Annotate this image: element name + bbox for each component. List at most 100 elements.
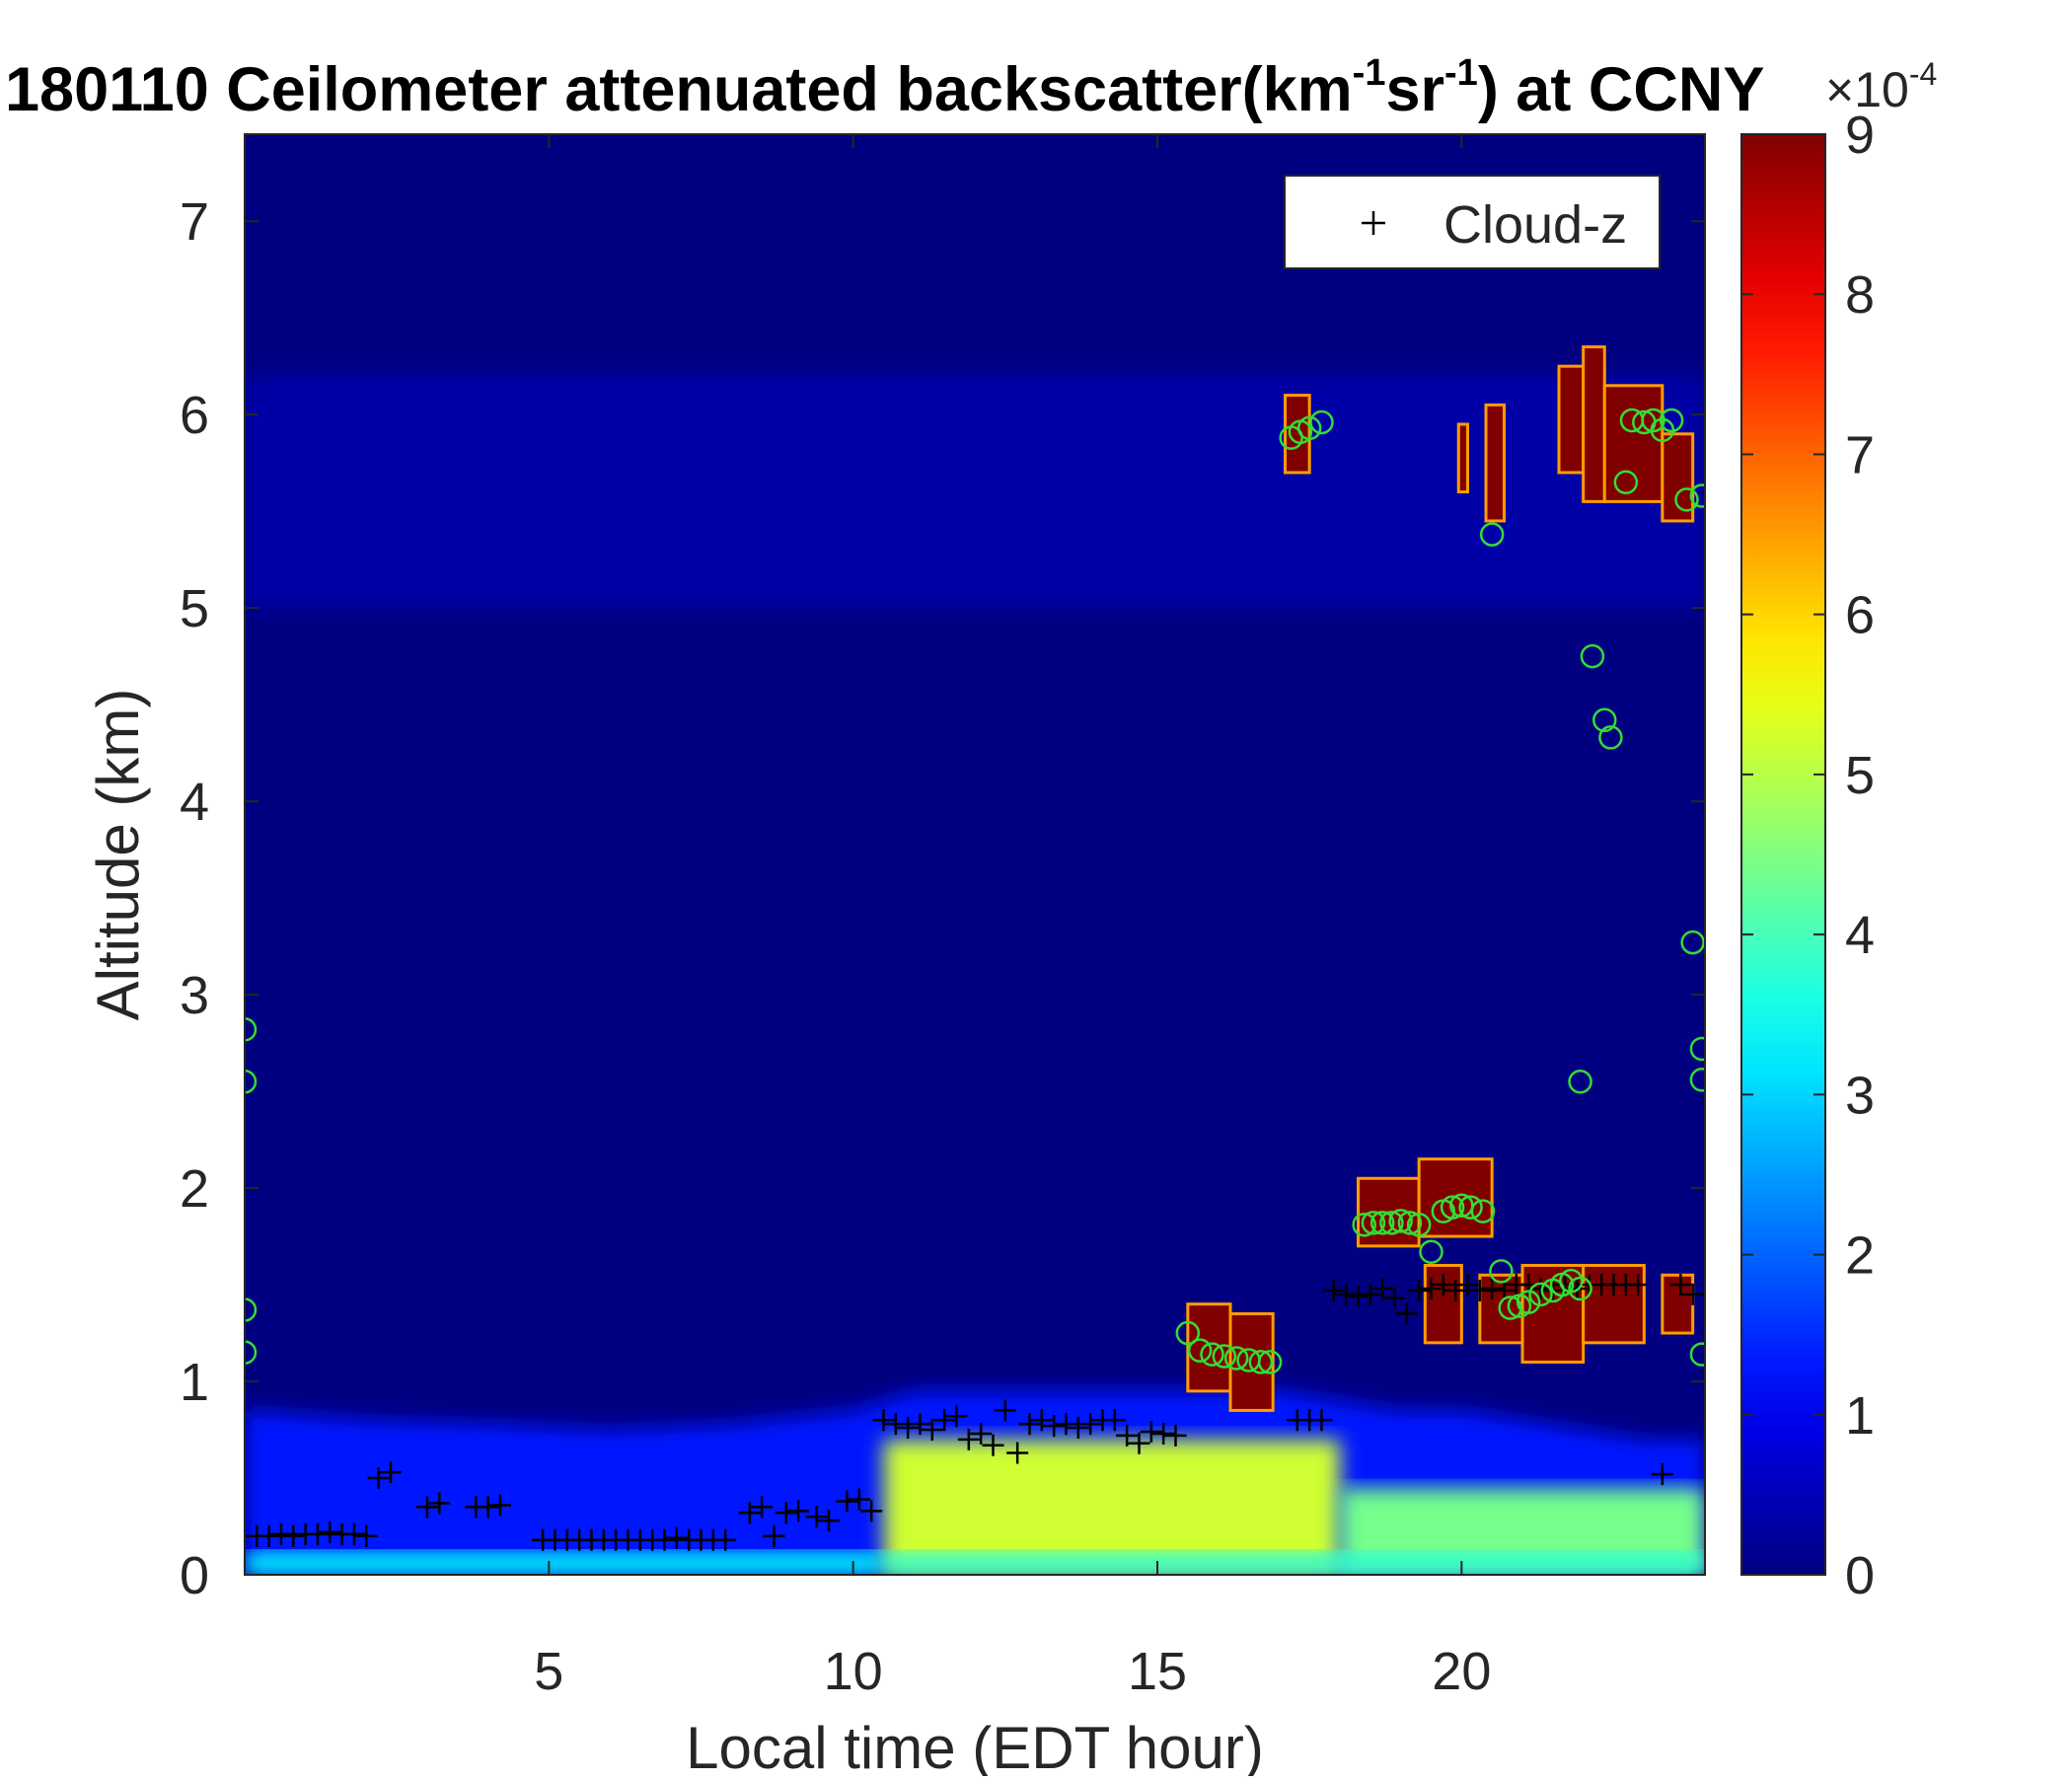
cloud-z-marker: [1079, 1413, 1102, 1436]
heatmap-layer: [245, 345, 1705, 1575]
x-axis-label: Local time (EDT hour): [686, 1715, 1264, 1776]
cloud-z-marker: [1383, 1287, 1406, 1309]
cloud-block: [1186, 1302, 1232, 1393]
circle-marker: [1388, 1209, 1413, 1233]
cloud-z-marker: [489, 1494, 511, 1517]
y-tick-label: 3: [180, 966, 209, 1025]
cloud-z-marker: [343, 1522, 365, 1545]
y-tick-label: 7: [180, 192, 209, 252]
cloud-z-marker: [787, 1500, 810, 1522]
circle-marker: [1187, 1338, 1213, 1363]
circle-marker: [1406, 1213, 1432, 1237]
circle-marker: [1528, 1282, 1553, 1307]
colorbar-tick-label: 9: [1845, 106, 1875, 165]
cloud-z-marker: [1444, 1279, 1467, 1301]
cloud-z-marker: [1651, 1463, 1673, 1486]
legend: Cloud-z: [1284, 175, 1661, 269]
colorbar-exponent-label: ×10-4: [1825, 56, 1937, 117]
cloud-z-marker: [416, 1496, 438, 1519]
cloud-z-marker: [1128, 1432, 1150, 1454]
cloud-z-marker: [282, 1524, 305, 1547]
circle-marker: [1680, 929, 1705, 955]
circle-marker: [1212, 1344, 1237, 1369]
cloud-z-marker: [1347, 1285, 1369, 1307]
circle-marker: [1223, 1346, 1249, 1371]
cloud-z-marker: [1018, 1413, 1041, 1436]
circle-marker: [1458, 1195, 1483, 1220]
colorbar-tick-label: 0: [1845, 1546, 1875, 1605]
circle-marker: [1257, 1350, 1283, 1374]
cloud-z-marker: [738, 1502, 761, 1524]
cloud-z-marker: [1140, 1420, 1162, 1443]
cloud-z-marker: [957, 1428, 980, 1450]
cloud-z-marker: [1335, 1283, 1358, 1305]
cloud-block: [1557, 364, 1586, 475]
circle-marker: [245, 1298, 258, 1322]
cloud-z-marker: [1468, 1279, 1491, 1301]
cloud-z-marker: [1669, 1274, 1692, 1297]
circle-marker: [1516, 1290, 1541, 1314]
cloud-z-marker: [1164, 1424, 1187, 1447]
cloud-z-marker: [860, 1500, 883, 1522]
colorbar-ticks: 0 1 2 3 4 5 6 7 8 9: [1741, 106, 1875, 1605]
cloud-z-marker: [921, 1419, 943, 1442]
cloud-z-marker: [884, 1413, 907, 1436]
circle-marker: [1674, 487, 1699, 512]
cloud-z-marker: [1432, 1274, 1454, 1297]
cloud-z-marker: [665, 1526, 688, 1549]
circle-marker: [1479, 522, 1505, 547]
circle-marker: [1689, 1068, 1705, 1092]
plot-background: [245, 134, 1705, 1575]
colorbar-tick-label: 3: [1845, 1066, 1875, 1125]
cloud-z-marker: [909, 1413, 931, 1436]
colorbar-gradient: [1740, 133, 1826, 1576]
cloud-z-marker: [805, 1506, 828, 1528]
circle-marker: [1659, 408, 1684, 433]
cloud-z-marker: [897, 1417, 920, 1440]
cloud-z-marker: [1408, 1279, 1431, 1301]
cloud-z-marker: [848, 1488, 870, 1511]
cloud-z-marker: [1481, 1277, 1504, 1299]
y-axis-label: Altitude (km): [85, 689, 151, 1021]
circle-marker: [1397, 1211, 1423, 1235]
cloud-z-marker: [1322, 1279, 1345, 1301]
circle-marker: [1689, 1342, 1705, 1367]
circle-marker: [1598, 725, 1623, 750]
cloud-z-marker: [355, 1524, 378, 1547]
cloud-z-marker: [1006, 1442, 1029, 1464]
circle-marker: [1613, 470, 1639, 495]
cloud-z-marker: [714, 1528, 737, 1551]
cloud-z-marker: [982, 1434, 1004, 1456]
y-tick-label: 2: [180, 1159, 209, 1219]
legend-marker-cloud-z: [1362, 211, 1385, 235]
circle-marker: [245, 1017, 258, 1042]
cloud-z-marker: [653, 1528, 676, 1551]
cloud-block: [1582, 1263, 1646, 1345]
x-tick-label: 5: [534, 1642, 563, 1701]
y-tick-label: 5: [180, 579, 209, 638]
x-axis: 5 10 15 20: [534, 134, 1491, 1701]
circle-marker: [245, 1070, 258, 1094]
aerosol-segment: [245, 1551, 884, 1575]
x-tick-label: 20: [1432, 1642, 1491, 1701]
cloud-block: [1484, 403, 1506, 523]
circle-marker: [1379, 1211, 1404, 1235]
circle-marker: [1592, 707, 1617, 733]
cloud-z-marker: [428, 1492, 451, 1515]
colorbar-tick-label: 2: [1845, 1226, 1875, 1286]
cloud-z-marker: [477, 1496, 499, 1519]
cloud-z-marker: [1055, 1413, 1077, 1436]
cloud-z-marker: [1067, 1417, 1089, 1440]
circle-marker: [1489, 1259, 1514, 1284]
cloud-z-marker: [818, 1510, 840, 1532]
circle-marker: [1580, 643, 1605, 669]
cloud-z-marker: [1681, 1283, 1704, 1305]
colorbar-tick-label: 8: [1845, 265, 1875, 325]
cloud-block: [1661, 432, 1695, 523]
cloud-z-marker: [319, 1521, 341, 1543]
circle-marker: [1369, 1211, 1395, 1235]
cloud-z-marker: [775, 1502, 797, 1524]
cloud-z-marker: [1103, 1409, 1126, 1432]
cloud-z-marker: [1152, 1422, 1175, 1445]
